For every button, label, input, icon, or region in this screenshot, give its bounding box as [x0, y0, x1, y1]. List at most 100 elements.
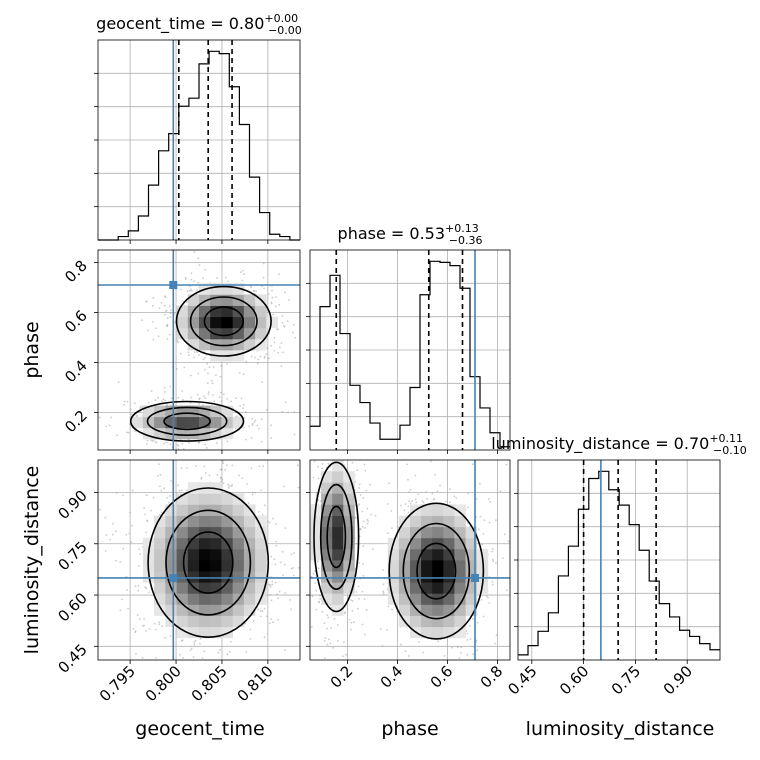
density-cell [443, 604, 455, 616]
sample-point [323, 622, 326, 625]
density-cell [232, 582, 245, 594]
density-cell [243, 327, 256, 340]
sample-point [123, 400, 126, 403]
sample-point [127, 607, 129, 610]
sample-point [475, 498, 478, 500]
sample-point [204, 397, 207, 399]
density-cell [332, 482, 344, 494]
sample-point [150, 509, 153, 512]
density-cell [243, 604, 256, 616]
sample-point [317, 560, 319, 563]
density-cell [454, 626, 466, 639]
density-cell [243, 537, 256, 550]
density-cell [321, 515, 333, 528]
sample-point [269, 593, 272, 596]
density-cell [454, 537, 466, 550]
density-cell [443, 515, 455, 528]
sample-point [147, 401, 150, 404]
sample-point [154, 327, 157, 329]
sample-point [482, 615, 485, 618]
sample-point [234, 428, 237, 430]
density-cell [410, 526, 422, 539]
sample-point [358, 487, 361, 489]
sample-point [122, 494, 124, 497]
density-cell [199, 327, 211, 340]
sample-point [168, 333, 171, 336]
sample-point [261, 610, 264, 613]
sample-point [321, 467, 323, 470]
sample-point [141, 319, 143, 322]
density-cell [398, 526, 411, 539]
sample-point [290, 567, 293, 570]
sample-point [403, 509, 406, 511]
sample-point [355, 543, 358, 545]
sample-point [131, 489, 134, 492]
sample-point [278, 273, 280, 276]
density-cell [199, 294, 211, 306]
sample-point [342, 655, 344, 658]
sample-point [466, 632, 469, 635]
sample-point [262, 276, 265, 279]
density-cell [232, 327, 245, 340]
sample-point [363, 633, 366, 636]
sample-point [194, 639, 197, 642]
sample-point [273, 558, 276, 561]
sample-point [179, 653, 181, 656]
sample-point [220, 468, 223, 471]
sample-point [387, 605, 390, 608]
density-cell [343, 537, 355, 550]
sample-point [346, 608, 349, 610]
density-cell [343, 548, 355, 561]
sample-point [362, 525, 364, 528]
density-cell [154, 416, 166, 429]
sample-point [407, 655, 410, 657]
sample-point [332, 646, 334, 649]
density-cell [187, 504, 200, 516]
density-cell [210, 294, 222, 306]
sample-point [277, 351, 280, 354]
sample-point [159, 513, 161, 516]
sample-point [363, 463, 366, 466]
sample-point [188, 354, 190, 356]
sample-point [350, 599, 353, 602]
density-cell [221, 427, 233, 440]
density-cell [221, 504, 233, 516]
density-cell [210, 582, 222, 594]
sample-point [266, 615, 268, 618]
truth-marker [471, 573, 479, 582]
sample-point [197, 257, 200, 260]
sample-point [476, 621, 479, 624]
sample-point [328, 638, 330, 641]
sample-point [317, 499, 320, 501]
sample-point [163, 487, 166, 490]
sample-point [157, 475, 159, 477]
sample-point [503, 533, 506, 536]
sample-point [239, 271, 242, 274]
sample-point [117, 381, 120, 383]
sample-point [258, 511, 260, 513]
sample-point [202, 358, 205, 361]
sample-point [116, 434, 118, 437]
density-cell [243, 294, 256, 306]
sample-point [207, 372, 209, 375]
sample-point [227, 280, 229, 283]
density-cell [310, 548, 322, 561]
density-cell [432, 515, 444, 528]
y-axis-label: luminosity_distance [21, 466, 43, 655]
sample-point [197, 281, 200, 284]
density-cell [210, 537, 222, 550]
sample-point [159, 473, 162, 476]
sample-point [297, 486, 300, 489]
density-cell [165, 416, 177, 429]
sample-point [270, 437, 273, 439]
density-cell [454, 504, 466, 516]
sample-point [166, 404, 169, 406]
sample-point [374, 514, 377, 517]
sample-point [177, 448, 180, 450]
sample-point [362, 563, 365, 565]
density-cell [398, 537, 411, 550]
sample-point [251, 424, 254, 427]
sample-point [330, 627, 333, 629]
density-cell [232, 560, 245, 572]
panel-frame [309, 459, 511, 661]
